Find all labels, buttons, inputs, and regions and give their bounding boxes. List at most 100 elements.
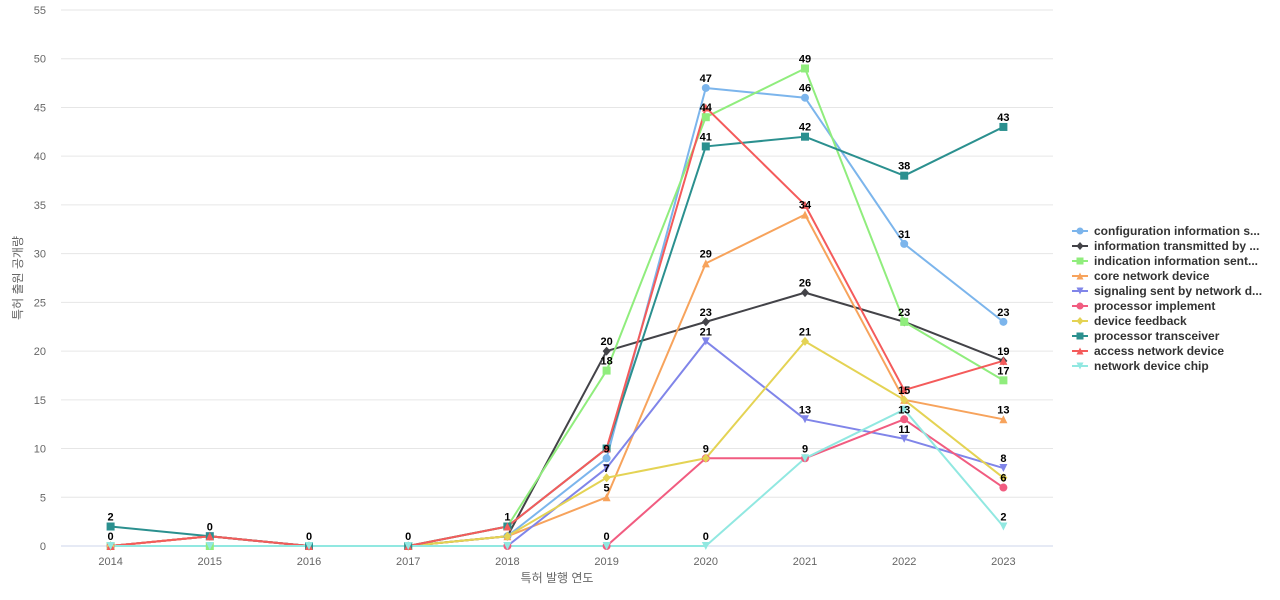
data-point xyxy=(801,454,809,463)
data-point xyxy=(900,171,909,180)
legend-label: access network device xyxy=(1094,343,1225,358)
legend-item[interactable]: network device chip xyxy=(1072,358,1262,373)
data-point xyxy=(602,542,611,550)
data-label: 23 xyxy=(700,307,712,319)
data-label: 7 xyxy=(604,463,610,475)
data-label: 23 xyxy=(898,307,910,319)
series-line xyxy=(109,67,1005,547)
data-point xyxy=(1076,362,1084,369)
data-point xyxy=(900,405,909,414)
data-point xyxy=(1076,332,1084,339)
legend-item[interactable]: processor transceiver xyxy=(1072,328,1262,343)
data-point xyxy=(701,83,710,92)
data-point xyxy=(900,434,909,443)
data-label: 0 xyxy=(207,521,213,533)
data-point xyxy=(404,542,413,550)
data-point xyxy=(999,464,1008,473)
data-point xyxy=(1076,227,1084,234)
legend: configuration information s... informatio… xyxy=(1072,223,1262,373)
data-label: 49 xyxy=(799,53,811,65)
data-label: 0 xyxy=(108,531,114,543)
data-label: 31 xyxy=(898,229,910,241)
data-label: 9 xyxy=(802,443,808,455)
legend-item[interactable]: signaling sent by network d... xyxy=(1072,283,1262,298)
legend-item[interactable]: device feedback xyxy=(1072,313,1262,328)
x-tick-label: 2017 xyxy=(396,556,420,568)
data-label: 2 xyxy=(1000,512,1006,524)
legend-symbol xyxy=(1072,272,1088,279)
data-label: 11 xyxy=(898,424,910,436)
legend-symbol xyxy=(1072,287,1088,294)
data-point xyxy=(1076,272,1084,279)
data-label: 42 xyxy=(799,122,811,134)
data-label: 6 xyxy=(1000,473,1006,485)
y-tick-label: 15 xyxy=(34,395,46,407)
data-label: 41 xyxy=(700,131,712,143)
legend-item[interactable]: access network device xyxy=(1072,343,1262,358)
data-point xyxy=(602,444,611,453)
legend-label: device feedback xyxy=(1094,313,1187,328)
data-point xyxy=(701,542,710,550)
data-label: 26 xyxy=(799,278,811,290)
data-point xyxy=(999,317,1008,326)
data-point xyxy=(999,483,1008,492)
data-label: 20 xyxy=(600,336,612,348)
data-point xyxy=(701,142,710,151)
data-label: 38 xyxy=(898,161,910,173)
data-point xyxy=(900,317,909,326)
data-point xyxy=(999,415,1008,424)
x-tick-label: 2020 xyxy=(694,556,718,568)
legend-symbol xyxy=(1072,241,1088,250)
data-label: 44 xyxy=(700,102,713,114)
data-label: 0 xyxy=(703,531,709,543)
legend-item[interactable]: processor implement xyxy=(1072,298,1262,313)
series-line xyxy=(109,408,1005,547)
legend-label: signaling sent by network d... xyxy=(1094,283,1263,298)
y-tick-label: 45 xyxy=(34,102,46,114)
data-point xyxy=(701,113,710,122)
data-label: 17 xyxy=(997,365,1009,377)
data-point xyxy=(999,522,1008,531)
y-tick-label: 0 xyxy=(40,541,46,553)
data-point xyxy=(1076,287,1084,294)
data-point xyxy=(999,473,1008,483)
data-point xyxy=(900,239,909,248)
data-label: 21 xyxy=(799,326,811,338)
legend-symbol xyxy=(1072,227,1088,234)
data-point xyxy=(106,522,115,531)
data-point xyxy=(900,395,909,405)
data-label: 15 xyxy=(898,385,910,397)
data-label: 47 xyxy=(700,73,712,85)
legend-item[interactable]: information transmitted by ... xyxy=(1072,238,1262,253)
legend-label: core network device xyxy=(1094,268,1210,283)
legend-label: indication information sent... xyxy=(1094,253,1259,268)
y-tick-label: 5 xyxy=(40,492,46,504)
legend-item[interactable]: core network device xyxy=(1072,268,1262,283)
legend-item[interactable]: configuration information s... xyxy=(1072,223,1262,238)
y-tick-label: 30 xyxy=(34,249,46,261)
x-tick-label: 2023 xyxy=(991,556,1015,568)
legend-item[interactable]: indication information sent... xyxy=(1072,253,1262,268)
data-label: 43 xyxy=(997,112,1009,124)
data-point xyxy=(900,415,909,424)
data-label: 23 xyxy=(997,307,1009,319)
data-label: 13 xyxy=(898,404,910,416)
legend-symbol xyxy=(1072,347,1088,354)
x-axis-title: 특허 발행 연도 xyxy=(521,570,594,585)
data-label: 8 xyxy=(1000,453,1006,465)
data-point xyxy=(503,542,512,550)
data-label: 0 xyxy=(405,531,411,543)
gridlines xyxy=(61,9,1053,498)
data-label: 13 xyxy=(799,404,811,416)
legend-symbol xyxy=(1072,316,1088,325)
legend-label: network device chip xyxy=(1094,358,1209,373)
y-tick-label: 50 xyxy=(34,54,46,66)
legend-symbol xyxy=(1072,332,1088,339)
data-point xyxy=(602,346,611,356)
legend-symbol xyxy=(1072,257,1088,264)
data-point xyxy=(701,317,710,327)
data-point xyxy=(106,542,115,550)
data-point xyxy=(602,493,611,502)
